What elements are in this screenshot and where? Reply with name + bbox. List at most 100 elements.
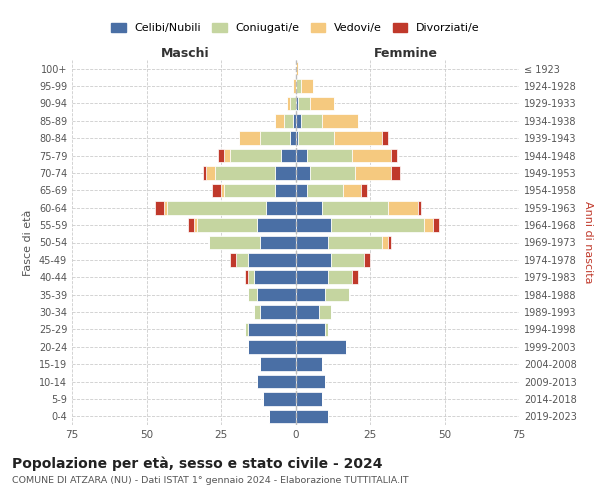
Bar bbox=[296, 392, 322, 406]
Bar bbox=[325, 288, 349, 302]
Bar bbox=[245, 322, 248, 336]
Bar bbox=[301, 114, 322, 128]
Bar bbox=[296, 149, 307, 162]
Bar bbox=[424, 218, 433, 232]
Bar bbox=[296, 201, 322, 214]
Bar bbox=[296, 305, 319, 319]
Text: Femmine: Femmine bbox=[374, 47, 438, 60]
Bar bbox=[287, 96, 290, 110]
Bar bbox=[382, 236, 388, 250]
Bar bbox=[391, 166, 400, 180]
Y-axis label: Fasce di età: Fasce di età bbox=[23, 210, 33, 276]
Bar bbox=[296, 166, 310, 180]
Bar bbox=[325, 322, 328, 336]
Text: COMUNE DI ATZARA (NU) - Dati ISTAT 1° gennaio 2024 - Elaborazione TUTTITALIA.IT: COMUNE DI ATZARA (NU) - Dati ISTAT 1° ge… bbox=[12, 476, 409, 485]
Bar bbox=[155, 201, 164, 214]
Bar bbox=[245, 270, 248, 284]
Bar bbox=[293, 80, 296, 93]
Bar bbox=[301, 80, 313, 93]
Bar bbox=[298, 96, 310, 110]
Bar bbox=[224, 184, 275, 197]
Bar bbox=[296, 375, 325, 388]
Bar bbox=[239, 132, 260, 145]
Bar bbox=[257, 218, 296, 232]
Bar bbox=[296, 218, 331, 232]
Bar bbox=[382, 132, 388, 145]
Bar bbox=[215, 166, 275, 180]
Bar bbox=[319, 305, 331, 319]
Bar bbox=[206, 166, 215, 180]
Bar bbox=[260, 305, 296, 319]
Legend: Celibi/Nubili, Coniugati/e, Vedovi/e, Divorziati/e: Celibi/Nubili, Coniugati/e, Vedovi/e, Di… bbox=[107, 18, 484, 38]
Bar bbox=[296, 253, 331, 266]
Bar bbox=[269, 410, 296, 423]
Bar bbox=[257, 288, 296, 302]
Bar bbox=[307, 149, 352, 162]
Bar bbox=[197, 218, 257, 232]
Bar bbox=[248, 253, 296, 266]
Bar bbox=[254, 305, 260, 319]
Bar bbox=[328, 236, 382, 250]
Bar bbox=[254, 270, 296, 284]
Bar bbox=[284, 114, 293, 128]
Bar bbox=[209, 236, 260, 250]
Bar bbox=[290, 132, 296, 145]
Bar bbox=[355, 166, 391, 180]
Bar bbox=[230, 253, 236, 266]
Bar bbox=[167, 201, 266, 214]
Bar bbox=[352, 149, 391, 162]
Bar bbox=[361, 184, 367, 197]
Bar bbox=[257, 375, 296, 388]
Bar bbox=[275, 166, 296, 180]
Bar bbox=[296, 80, 301, 93]
Bar bbox=[307, 184, 343, 197]
Bar bbox=[248, 340, 296, 353]
Bar bbox=[164, 201, 167, 214]
Bar bbox=[334, 132, 382, 145]
Bar bbox=[296, 114, 301, 128]
Bar bbox=[418, 201, 421, 214]
Bar bbox=[331, 218, 424, 232]
Bar bbox=[263, 392, 296, 406]
Bar bbox=[218, 149, 224, 162]
Bar bbox=[266, 201, 296, 214]
Bar bbox=[293, 114, 296, 128]
Bar bbox=[364, 253, 370, 266]
Bar bbox=[260, 236, 296, 250]
Bar bbox=[194, 218, 197, 232]
Bar bbox=[188, 218, 194, 232]
Bar bbox=[236, 253, 248, 266]
Bar bbox=[275, 184, 296, 197]
Text: Popolazione per età, sesso e stato civile - 2024: Popolazione per età, sesso e stato civil… bbox=[12, 456, 383, 471]
Bar bbox=[275, 114, 284, 128]
Bar bbox=[322, 201, 388, 214]
Bar bbox=[296, 184, 307, 197]
Bar bbox=[322, 114, 358, 128]
Bar bbox=[296, 62, 298, 76]
Bar bbox=[391, 149, 397, 162]
Bar bbox=[230, 149, 281, 162]
Bar bbox=[352, 270, 358, 284]
Bar bbox=[343, 184, 361, 197]
Bar bbox=[248, 270, 254, 284]
Bar bbox=[310, 166, 355, 180]
Bar bbox=[296, 322, 325, 336]
Bar bbox=[328, 270, 352, 284]
Bar bbox=[331, 253, 364, 266]
Bar bbox=[310, 96, 334, 110]
Bar bbox=[296, 288, 325, 302]
Bar bbox=[224, 149, 230, 162]
Bar bbox=[388, 201, 418, 214]
Bar bbox=[203, 166, 206, 180]
Bar bbox=[296, 96, 298, 110]
Text: Maschi: Maschi bbox=[161, 47, 209, 60]
Bar bbox=[281, 149, 296, 162]
Bar bbox=[221, 184, 224, 197]
Bar bbox=[260, 358, 296, 371]
Bar bbox=[296, 236, 328, 250]
Bar bbox=[296, 132, 298, 145]
Bar bbox=[248, 288, 257, 302]
Bar bbox=[212, 184, 221, 197]
Bar bbox=[296, 270, 328, 284]
Bar bbox=[260, 132, 290, 145]
